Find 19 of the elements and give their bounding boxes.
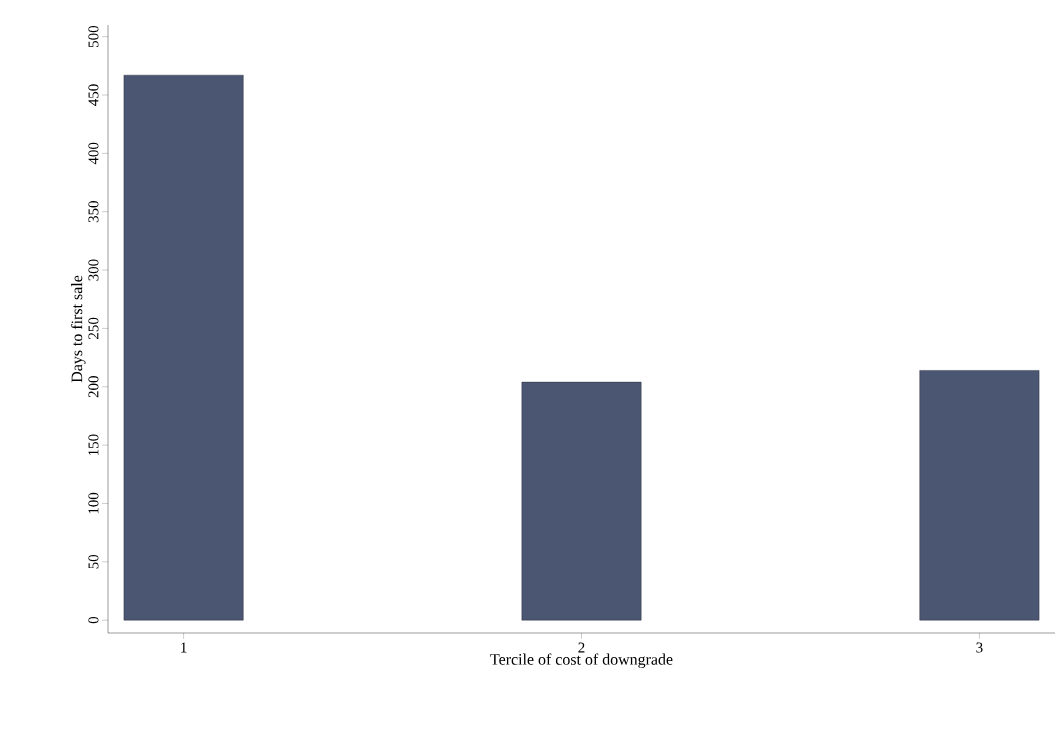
y-tick-label: 450	[88, 84, 99, 106]
bar	[521, 381, 642, 621]
y-tick-label: 250	[88, 317, 99, 339]
y-axis-title: Days to first sale	[70, 275, 86, 383]
y-tick-label: 350	[88, 201, 99, 223]
x-tick-label: 2	[578, 642, 585, 653]
y-tick-label: 150	[88, 434, 99, 456]
y-tick-label: 300	[88, 259, 99, 281]
x-tick-label: 1	[181, 642, 187, 653]
x-axis-title: Tercile of cost of downgrade	[490, 653, 673, 669]
y-tick-label: 200	[88, 376, 99, 398]
y-tick-label: 50	[88, 554, 99, 569]
bar	[919, 370, 1040, 621]
x-tick-label: 3	[976, 642, 983, 653]
y-tick-label: 100	[88, 492, 99, 514]
y-tick-label: 500	[88, 26, 99, 47]
bar	[123, 74, 244, 621]
y-tick-label: 0	[88, 616, 99, 624]
y-tick-label: 400	[88, 142, 99, 165]
